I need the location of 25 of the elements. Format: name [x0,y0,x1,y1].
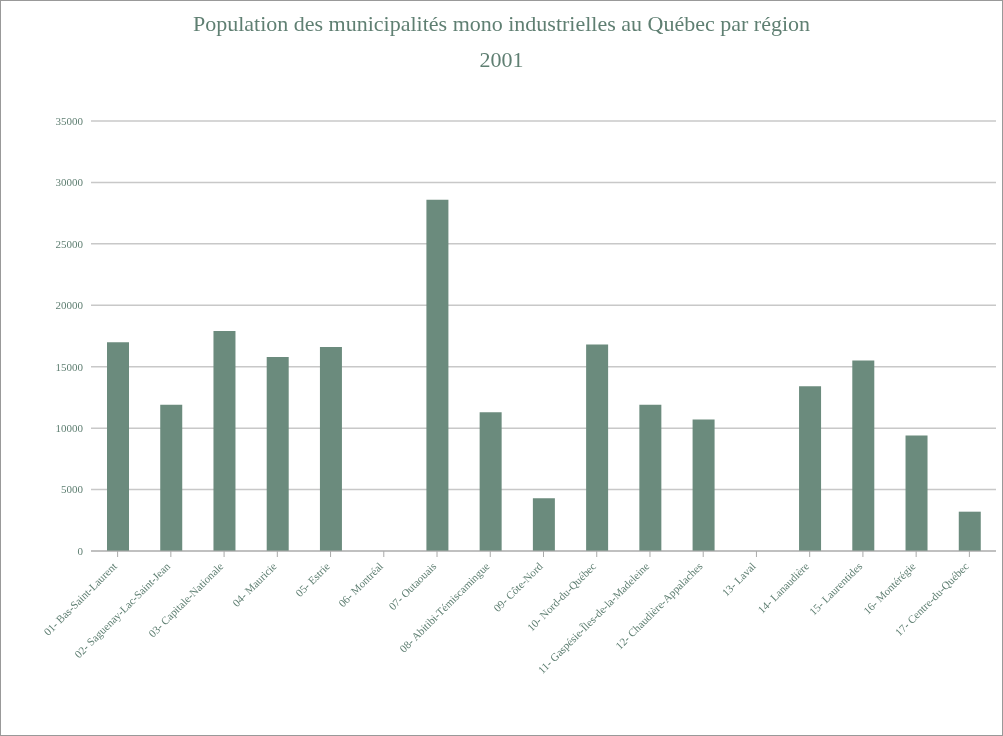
bar [319,347,342,551]
y-tick-label: 0 [77,544,84,557]
bar [426,199,449,551]
bar [905,435,928,551]
chart-subtitle: 2001 [478,47,525,73]
bar [532,498,555,551]
bar [852,360,875,551]
bar [692,419,715,551]
y-tick-label: 20000 [55,299,84,312]
bar [799,386,822,551]
bar [958,511,981,551]
y-tick-label: 25000 [55,237,84,250]
bar [639,404,662,551]
y-tick-label: 10000 [55,422,84,435]
bar [107,342,129,551]
y-tick-label: 5000 [61,483,84,496]
y-tick-label: 30000 [55,176,84,189]
bar [266,356,289,551]
y-tick-label: 15000 [55,360,84,373]
y-tick-label: 35000 [55,114,84,127]
bar [586,344,609,551]
bar [479,412,502,551]
chart-title: Population des municipalités mono industrielles au Québec par région [191,11,812,37]
bar [160,404,183,551]
bar [213,331,236,551]
